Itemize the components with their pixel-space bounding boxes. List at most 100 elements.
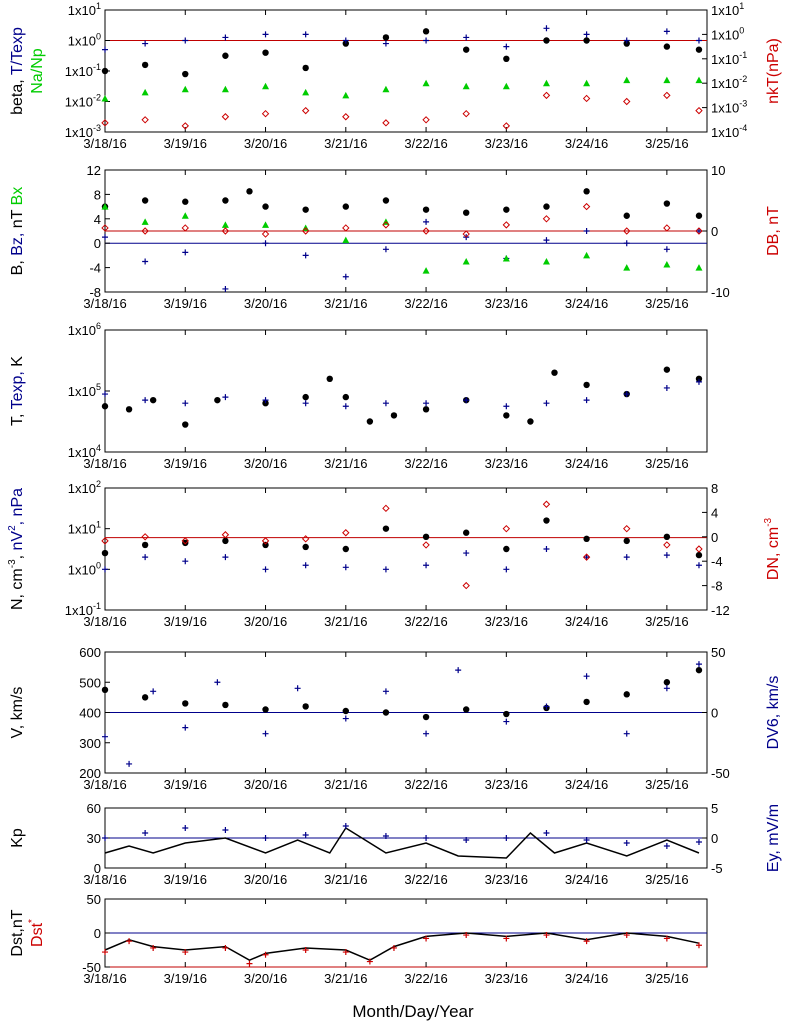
data-point: [422, 206, 430, 213]
data-point: [301, 106, 310, 115]
data-point: [503, 835, 510, 841]
data-point: [543, 517, 550, 524]
data-point: [462, 230, 470, 238]
data-point: [542, 91, 551, 100]
data-point: [102, 391, 108, 398]
series-line: [104, 826, 700, 859]
right-tick-label: -12: [711, 603, 730, 618]
left-tick-label: -4: [89, 261, 101, 276]
data-point: [663, 261, 671, 268]
data-point: [423, 730, 430, 737]
data-point: [262, 49, 269, 56]
data-point: [342, 40, 349, 47]
data-point: [663, 224, 671, 232]
data-point: [542, 215, 551, 223]
data-point: [382, 40, 389, 47]
y-axis-label-left: V, km/s: [9, 687, 26, 739]
left-tick-label: -50: [82, 960, 101, 975]
data-point: [262, 566, 269, 573]
left-tick-label: 12: [87, 163, 101, 178]
data-point: [543, 830, 550, 836]
data-point: [221, 221, 229, 228]
data-point: [302, 562, 309, 569]
data-point: [695, 375, 703, 382]
data-point: [181, 537, 189, 545]
left-tick-label: 1x102: [68, 479, 101, 496]
data-point: [261, 537, 270, 545]
data-point: [302, 393, 309, 401]
data-point: [463, 837, 470, 843]
series-blue: [102, 218, 702, 292]
data-point: [302, 64, 309, 72]
x-tick-label: 3/19/16: [164, 614, 207, 629]
data-point: [422, 533, 430, 540]
series-black: [101, 188, 703, 219]
data-point: [663, 91, 671, 100]
data-point: [101, 537, 109, 545]
data-point: [342, 236, 350, 244]
data-point: [663, 541, 671, 549]
right-tick-label: -10: [711, 285, 730, 300]
data-point: [623, 537, 630, 545]
data-point: [543, 400, 550, 407]
data-point: [527, 418, 534, 425]
panel-1: 1x10-3 1x10-2 1x10-1 1x100 1x101 1x10-4 1x10-3…: [9, 1, 782, 151]
data-point: [463, 550, 470, 557]
data-point: [695, 545, 703, 553]
data-point: [695, 46, 703, 53]
data-point: [695, 666, 703, 674]
data-point: [695, 551, 703, 559]
data-point: [422, 713, 430, 721]
data-point: [422, 28, 430, 35]
data-point: [141, 116, 149, 124]
x-tick-label: 3/18/16: [83, 971, 126, 986]
right-tick-label: -5: [711, 861, 723, 876]
x-tick-label: 3/25/16: [645, 777, 688, 792]
data-point: [503, 43, 510, 50]
data-point: [423, 218, 430, 225]
data-point: [623, 212, 630, 219]
data-point: [663, 200, 671, 207]
data-point: [102, 566, 108, 573]
plot-frame: [104, 487, 708, 611]
data-point: [222, 197, 229, 204]
x-tick-label: 3/23/16: [485, 296, 528, 311]
data-point: [142, 397, 149, 404]
x-tick-label: 3/18/16: [83, 614, 126, 629]
x-tick-label: 3/25/16: [645, 456, 688, 471]
data-point: [695, 227, 703, 235]
x-tick-label: 3/21/16: [324, 296, 367, 311]
y-axis-label-left: T, Texp, K: [9, 356, 26, 426]
series-blue: [102, 25, 702, 53]
data-point: [302, 206, 309, 213]
y-axis-label-left: Dst,nT: [9, 909, 26, 956]
data-point: [463, 209, 470, 216]
left-tick-label: 600: [79, 645, 101, 660]
left-tick-label: 60: [87, 801, 101, 816]
x-tick-label: 3/22/16: [404, 872, 447, 887]
data-point: [503, 403, 510, 410]
data-point: [221, 85, 229, 93]
data-point: [623, 524, 631, 533]
data-point: [663, 679, 671, 686]
data-point: [422, 541, 430, 549]
data-point: [142, 830, 149, 836]
data-point: [262, 397, 269, 404]
left-tick-label: 4: [94, 212, 101, 227]
data-point: [262, 706, 269, 713]
x-tick-label: 3/18/16: [83, 872, 126, 887]
left-tick-label: 400: [79, 706, 101, 721]
plot-frame: [104, 329, 708, 453]
series-blue: [102, 546, 702, 573]
data-point: [390, 412, 398, 419]
data-point: [366, 418, 374, 425]
x-tick-label: 3/22/16: [404, 136, 447, 151]
data-point: [222, 52, 229, 59]
right-tick-label: -50: [711, 766, 730, 781]
data-point: [423, 562, 430, 569]
data-point: [142, 258, 149, 265]
data-point: [583, 228, 590, 234]
data-point: [663, 533, 671, 540]
data-point: [543, 203, 550, 210]
right-tick-label: 1x10-3: [711, 99, 747, 116]
